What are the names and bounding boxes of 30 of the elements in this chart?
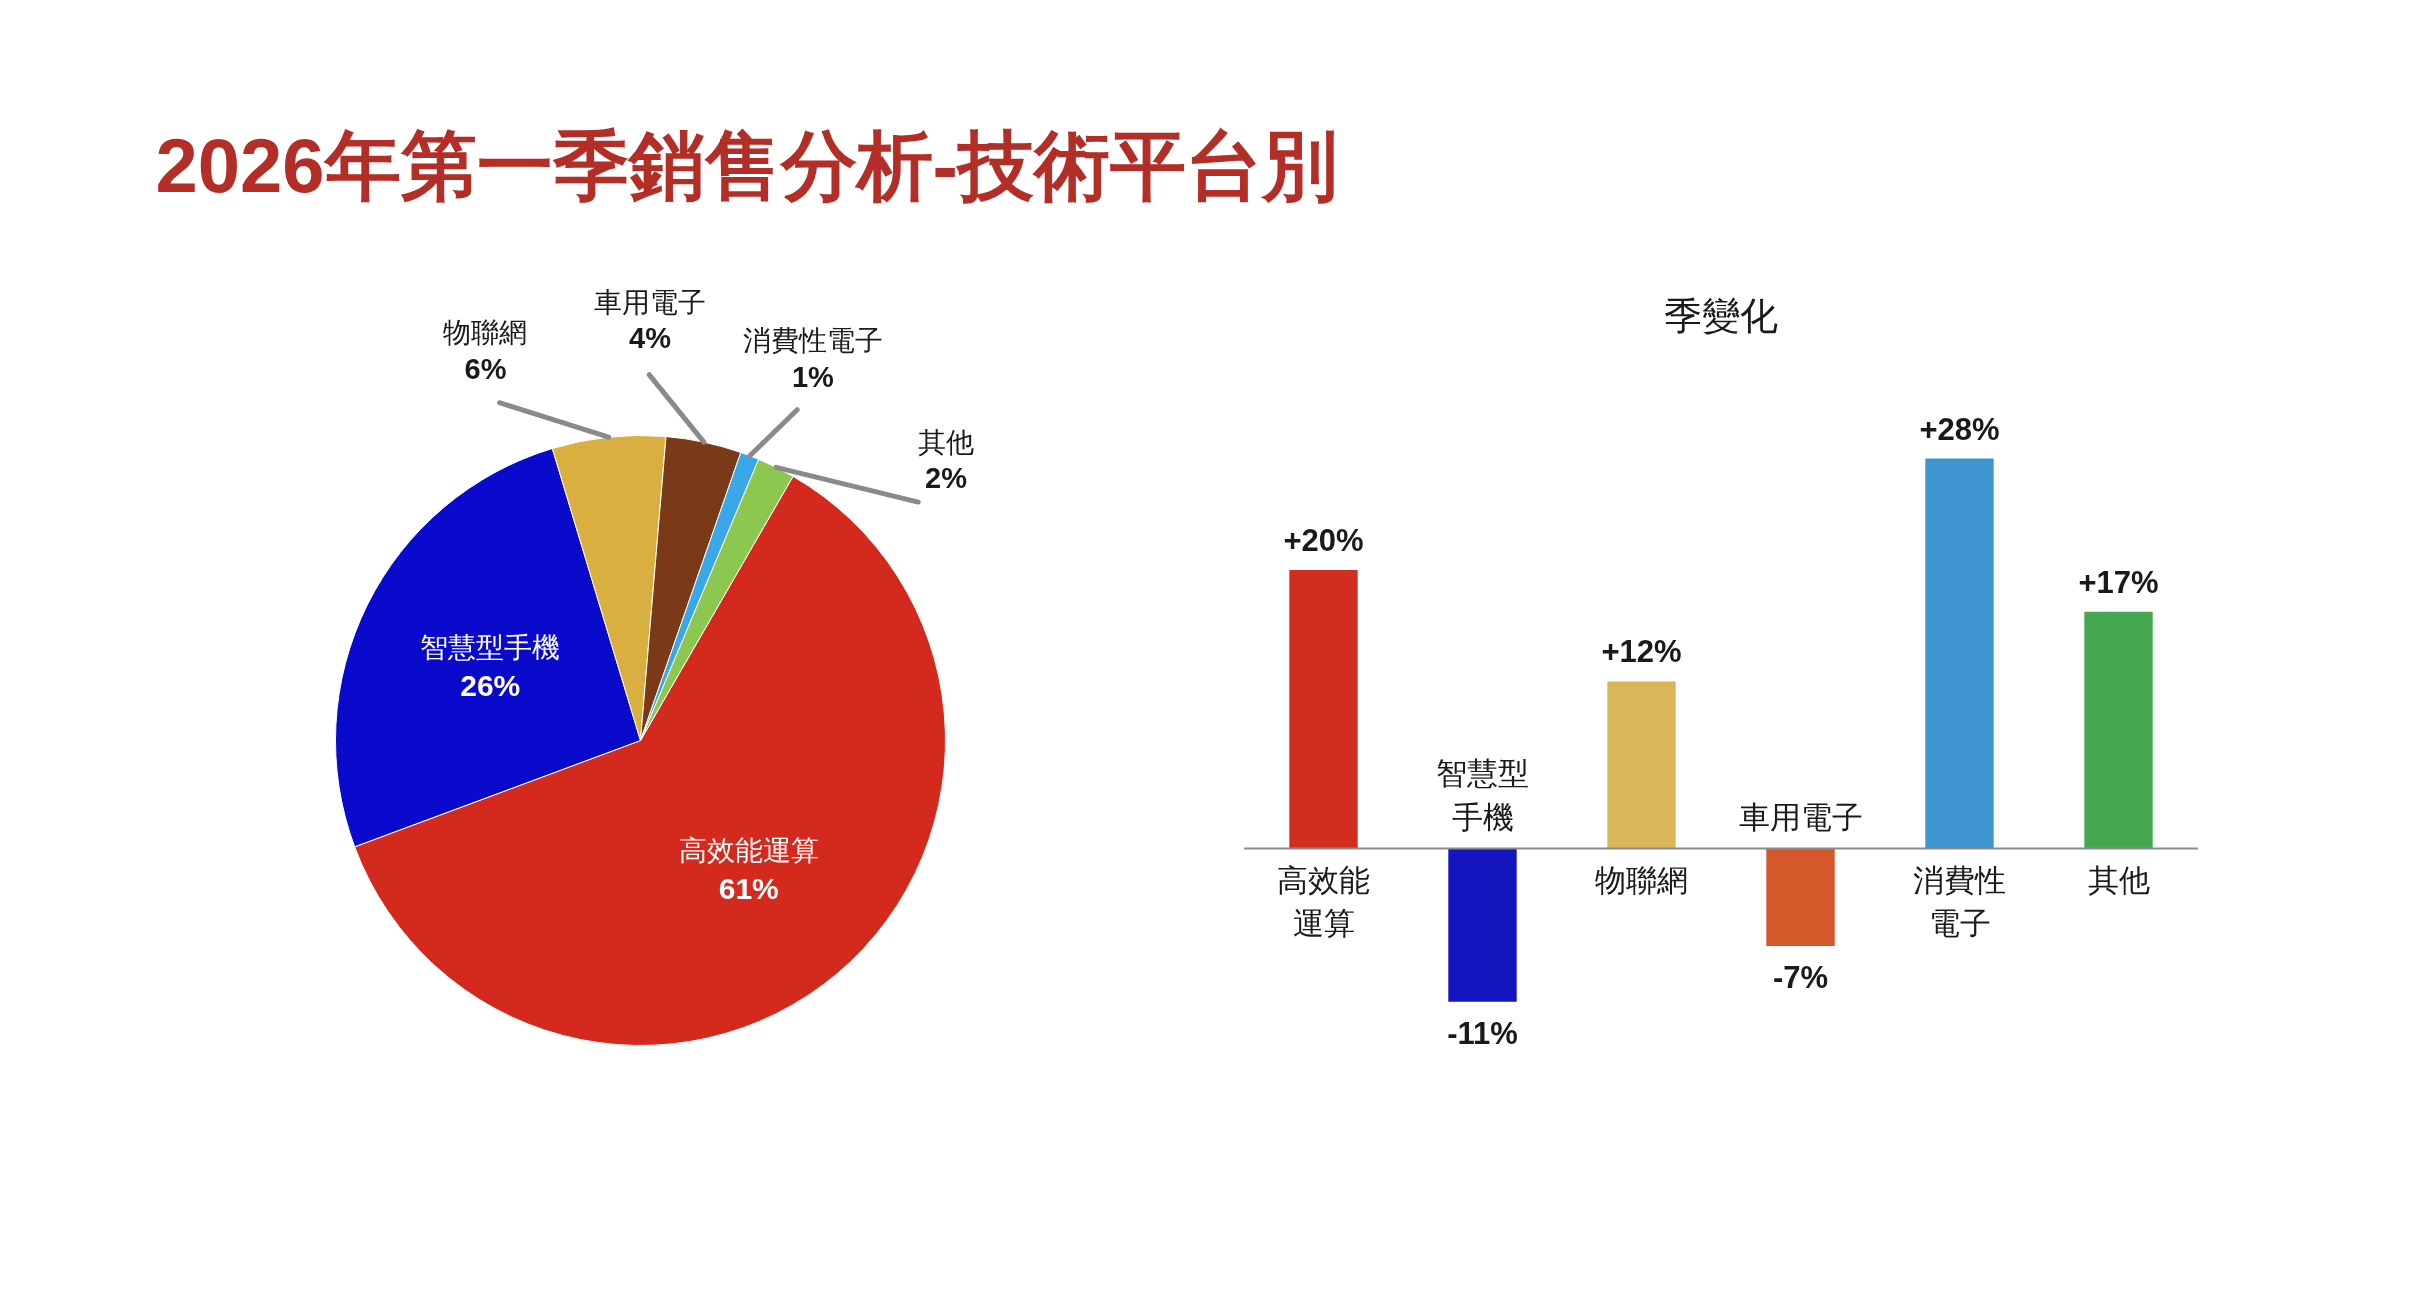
chart-title: 季變化 <box>1664 294 1778 337</box>
bar <box>1289 570 1358 849</box>
bar <box>1607 681 1676 849</box>
bar <box>1448 848 1517 1002</box>
data-label: +28% <box>1919 411 2000 447</box>
data-label: 26% <box>460 669 521 703</box>
data-label: 6% <box>464 352 507 385</box>
data-label: 1% <box>791 360 835 393</box>
slice-label: 其他 <box>917 426 974 458</box>
chart-title: 2026年第一季銷售分析-技術平台別 <box>155 123 1338 208</box>
data-label: +12% <box>1601 634 1682 670</box>
data-label: 2% <box>925 462 968 495</box>
slice-label: 高效能運算 <box>678 835 819 867</box>
data-label: -7% <box>1772 960 1829 996</box>
slice-label: 消費性電子 <box>742 325 883 357</box>
slice-label: 車用電子 <box>593 286 706 318</box>
data-label: +20% <box>1283 523 1364 559</box>
bar <box>1925 458 1994 849</box>
x-tick-label: 其他 <box>2087 862 2150 898</box>
bar <box>2084 611 2153 849</box>
data-label: -11% <box>1447 1015 1518 1051</box>
x-tick-label: 物聯網 <box>1595 862 1688 898</box>
data-label: 4% <box>629 322 672 355</box>
data-label: 61% <box>718 872 779 906</box>
data-label: +17% <box>2078 564 2159 600</box>
slice-label: 智慧型手機 <box>420 632 561 664</box>
bar <box>1766 848 1835 947</box>
x-tick-label: 高效能運算 <box>1277 862 1370 942</box>
slice-label: 物聯網 <box>443 317 528 349</box>
x-tick-label: 消費性電子 <box>1913 862 2006 942</box>
